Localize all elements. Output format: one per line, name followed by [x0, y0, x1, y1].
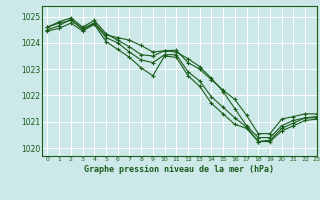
X-axis label: Graphe pression niveau de la mer (hPa): Graphe pression niveau de la mer (hPa)	[84, 165, 274, 174]
